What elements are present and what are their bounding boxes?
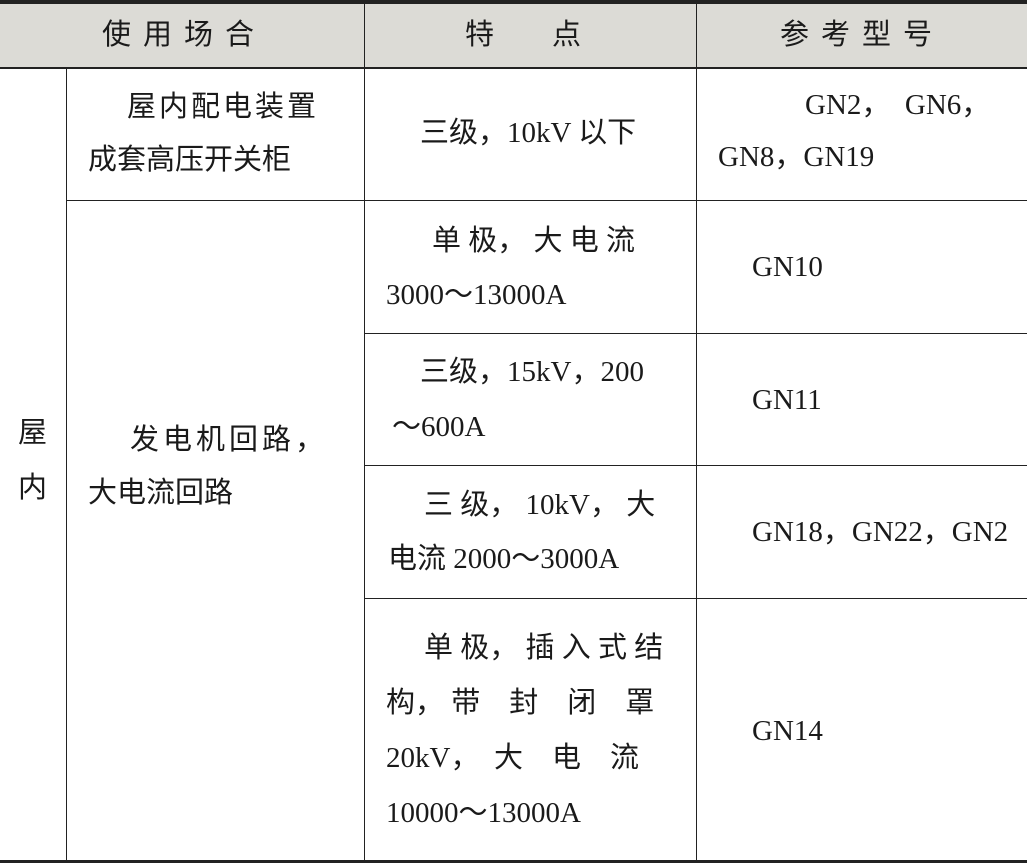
header-model: 参考型号 — [780, 19, 945, 51]
feature-cell: 三级，15kV，200 — [420, 356, 644, 388]
model-cell: GN8，GN19 — [718, 141, 875, 173]
usage-cell: 屋内配电装置 — [127, 91, 320, 123]
feature-cell: ～600A — [392, 411, 486, 443]
feature-cell: 20kV， 大 电 流 — [386, 742, 639, 774]
model-cell: GN11 — [752, 384, 822, 416]
row-divider — [364, 333, 1027, 334]
col-divider — [364, 0, 365, 862]
feature-cell: 构， 带 封 闭 罩 — [386, 687, 655, 719]
feature-cell: 3000～13000A — [386, 279, 567, 311]
feature-cell: 电流 2000～3000A — [388, 543, 620, 575]
model-cell: GN10 — [752, 251, 823, 283]
feature-cell: 10000～13000A — [386, 797, 581, 829]
header-usage: 使用场合 — [102, 19, 267, 51]
feature-cell: 三级，10kV 以下 — [420, 117, 637, 149]
table-header — [0, 0, 1027, 68]
feature-cell: 单 极， 大 电 流 — [432, 225, 636, 257]
header-rule — [0, 67, 1027, 69]
header-feature: 特 点 — [465, 19, 582, 51]
usage-cell: 成套高压开关柜 — [88, 144, 292, 176]
group-label: 屋 — [18, 417, 48, 449]
col-divider — [66, 68, 67, 862]
usage-cell: 大电流回路 — [88, 477, 234, 509]
model-cell: GN2， GN6， — [805, 89, 991, 121]
top-rule — [0, 0, 1027, 4]
bottom-rule — [0, 860, 1027, 863]
col-divider — [696, 0, 697, 862]
row-divider — [364, 465, 1027, 466]
feature-cell: 单 极， 插 入 式 结 — [424, 632, 664, 664]
feature-cell: 三 级， 10kV， 大 — [424, 489, 656, 521]
row-divider — [364, 598, 1027, 599]
model-cell: GN14 — [752, 715, 823, 747]
model-cell: GN18，GN22，GN2 — [752, 516, 1009, 548]
row-divider — [66, 200, 1027, 201]
usage-cell: 发电机回路， — [130, 424, 329, 456]
group-label: 内 — [18, 472, 48, 504]
